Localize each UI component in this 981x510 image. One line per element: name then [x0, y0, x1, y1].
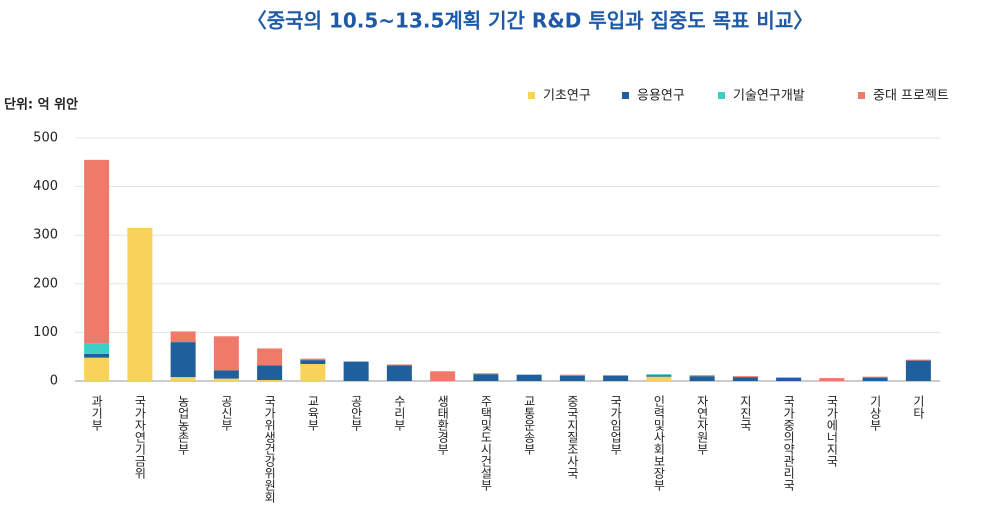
x-tick-label: 국가임업부: [609, 395, 623, 455]
legend-swatch: [858, 92, 865, 99]
bar-segment: [171, 377, 196, 381]
x-tick-label: 국가자연기금위: [133, 395, 147, 479]
bar-segment: [257, 380, 282, 381]
bar-segment: [473, 373, 498, 374]
x-tick-label: 자연자원부: [695, 395, 709, 455]
bar-segment: [863, 378, 888, 381]
x-tick-label: 생태환경부: [436, 395, 450, 455]
bar-segment: [214, 336, 239, 370]
x-tick-label: 국가중의약관리국: [782, 395, 796, 491]
bar-segment: [84, 358, 109, 381]
bar-segment: [430, 371, 455, 381]
bar-segment: [473, 374, 498, 381]
bar-segment: [84, 354, 109, 358]
bar-segment: [300, 364, 325, 381]
x-tick-label: 중국지질조사국: [565, 395, 579, 479]
legend-swatch: [528, 92, 535, 99]
bar-segment: [387, 364, 412, 365]
y-tick-label: 200: [33, 276, 58, 291]
bar-segment: [214, 370, 239, 378]
y-tick-label: 500: [33, 131, 58, 146]
y-tick-label: 400: [33, 179, 58, 194]
bar-segment: [646, 377, 671, 381]
bar-segment: [906, 361, 931, 381]
bar-segment: [690, 376, 715, 381]
legend-label: 응용연구: [637, 89, 685, 104]
bar-segment: [84, 160, 109, 343]
bar-segment: [257, 348, 282, 365]
x-tick-label: 기상부: [868, 395, 882, 431]
x-tick-label: 공신부: [219, 395, 233, 431]
x-tick-label: 교육부: [306, 395, 320, 431]
x-tick-label: 국가위생건강위원회: [263, 395, 277, 503]
x-tick-label: 과기부: [90, 395, 104, 431]
unit-label: 단위: 억 위안: [4, 97, 78, 113]
chart-title: 〈중국의 10.5~13.5계획 기간 R&D 투입과 집중도 목표 비교〉: [247, 9, 813, 33]
y-tick-label: 100: [33, 325, 58, 340]
legend-swatch: [622, 92, 629, 99]
bar-segment: [214, 379, 239, 381]
bar-segment: [300, 359, 325, 360]
bar-segment: [646, 375, 671, 376]
x-tick-label: 수리부: [392, 395, 406, 431]
bar-segment: [776, 378, 801, 381]
bar-segment: [257, 365, 282, 380]
bar-segment: [906, 360, 931, 361]
bar-segment: [560, 375, 585, 376]
y-tick-label: 300: [33, 228, 58, 243]
bar-segment: [733, 376, 758, 377]
bar-segment: [517, 375, 542, 381]
x-tick-label: 인력및사회보장부: [652, 395, 666, 491]
bar-segment: [690, 375, 715, 376]
x-tick-label: 공안부: [349, 395, 363, 431]
legend-label: 기술연구개발: [733, 89, 805, 104]
legend-label: 기초연구: [543, 89, 591, 104]
x-tick-label: 지진국: [738, 395, 752, 431]
bar-segment: [300, 360, 325, 364]
bar-segment: [603, 376, 628, 381]
x-tick-label: 주택및도시건설부: [479, 395, 493, 491]
bar-segment: [560, 376, 585, 381]
y-tick-label: 0: [50, 374, 58, 389]
bar-segment: [733, 377, 758, 381]
x-tick-label: 기타: [911, 395, 925, 419]
legend-label: 중대 프로젝트: [873, 89, 949, 104]
bar-segment: [819, 378, 844, 381]
bar-segment: [171, 331, 196, 342]
bar-segment: [171, 342, 196, 377]
bar-segment: [863, 377, 888, 378]
bar-segment: [84, 343, 109, 354]
x-tick-label: 교통운송부: [522, 395, 536, 455]
x-tick-label: 국가에너지국: [825, 395, 839, 467]
x-tick-label: 농업농촌부: [176, 395, 190, 455]
bar-segment: [127, 228, 152, 381]
bar-segment: [387, 365, 412, 381]
legend-swatch: [718, 92, 725, 99]
bar-segment: [344, 362, 369, 381]
bar-segment: [646, 374, 671, 375]
